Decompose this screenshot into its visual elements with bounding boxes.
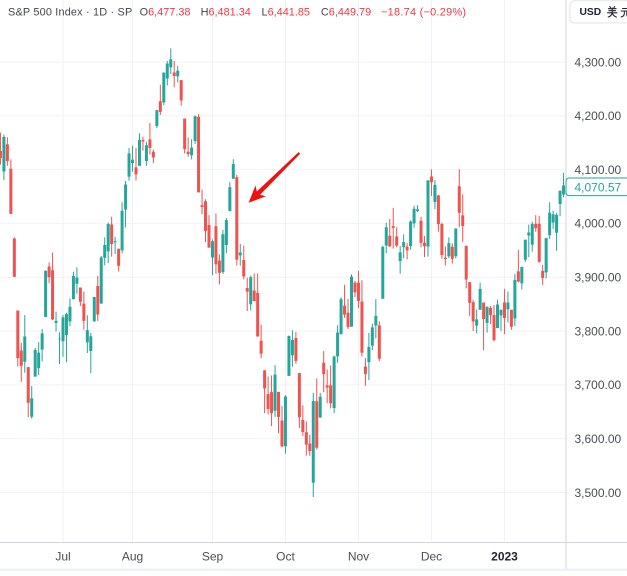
- svg-text:USD: USD: [580, 7, 602, 18]
- svg-text:Jul: Jul: [55, 549, 70, 563]
- svg-text:4,070.57: 4,070.57: [575, 180, 622, 194]
- svg-text:2023: 2023: [491, 549, 518, 563]
- svg-text:H6,481.34: H6,481.34: [201, 6, 251, 18]
- svg-text:Dec: Dec: [421, 549, 442, 563]
- svg-text:3,600.00: 3,600.00: [575, 432, 622, 446]
- svg-text:4,200.00: 4,200.00: [575, 109, 622, 123]
- svg-text:3,500.00: 3,500.00: [575, 486, 622, 500]
- svg-text:O6,477.38: O6,477.38: [140, 6, 191, 18]
- svg-text:L6,441.85: L6,441.85: [262, 6, 310, 18]
- svg-text:4,000.00: 4,000.00: [575, 217, 622, 231]
- svg-text:4,100.00: 4,100.00: [575, 163, 622, 177]
- svg-text:3,700.00: 3,700.00: [575, 378, 622, 392]
- svg-text:3,900.00: 3,900.00: [575, 271, 622, 285]
- svg-text:C6,449.79: C6,449.79: [321, 6, 371, 18]
- svg-text:Nov: Nov: [348, 549, 369, 563]
- svg-text:Aug: Aug: [122, 549, 143, 563]
- svg-text:4,300.00: 4,300.00: [575, 55, 622, 69]
- svg-text:S&P 500 Index · 1D · SP: S&P 500 Index · 1D · SP: [8, 6, 132, 18]
- svg-text:−18.74 (−0.29%): −18.74 (−0.29%): [381, 6, 466, 18]
- svg-text:Oct: Oct: [276, 549, 295, 563]
- svg-text:3,800.00: 3,800.00: [575, 324, 622, 338]
- svg-text:Sep: Sep: [202, 549, 224, 563]
